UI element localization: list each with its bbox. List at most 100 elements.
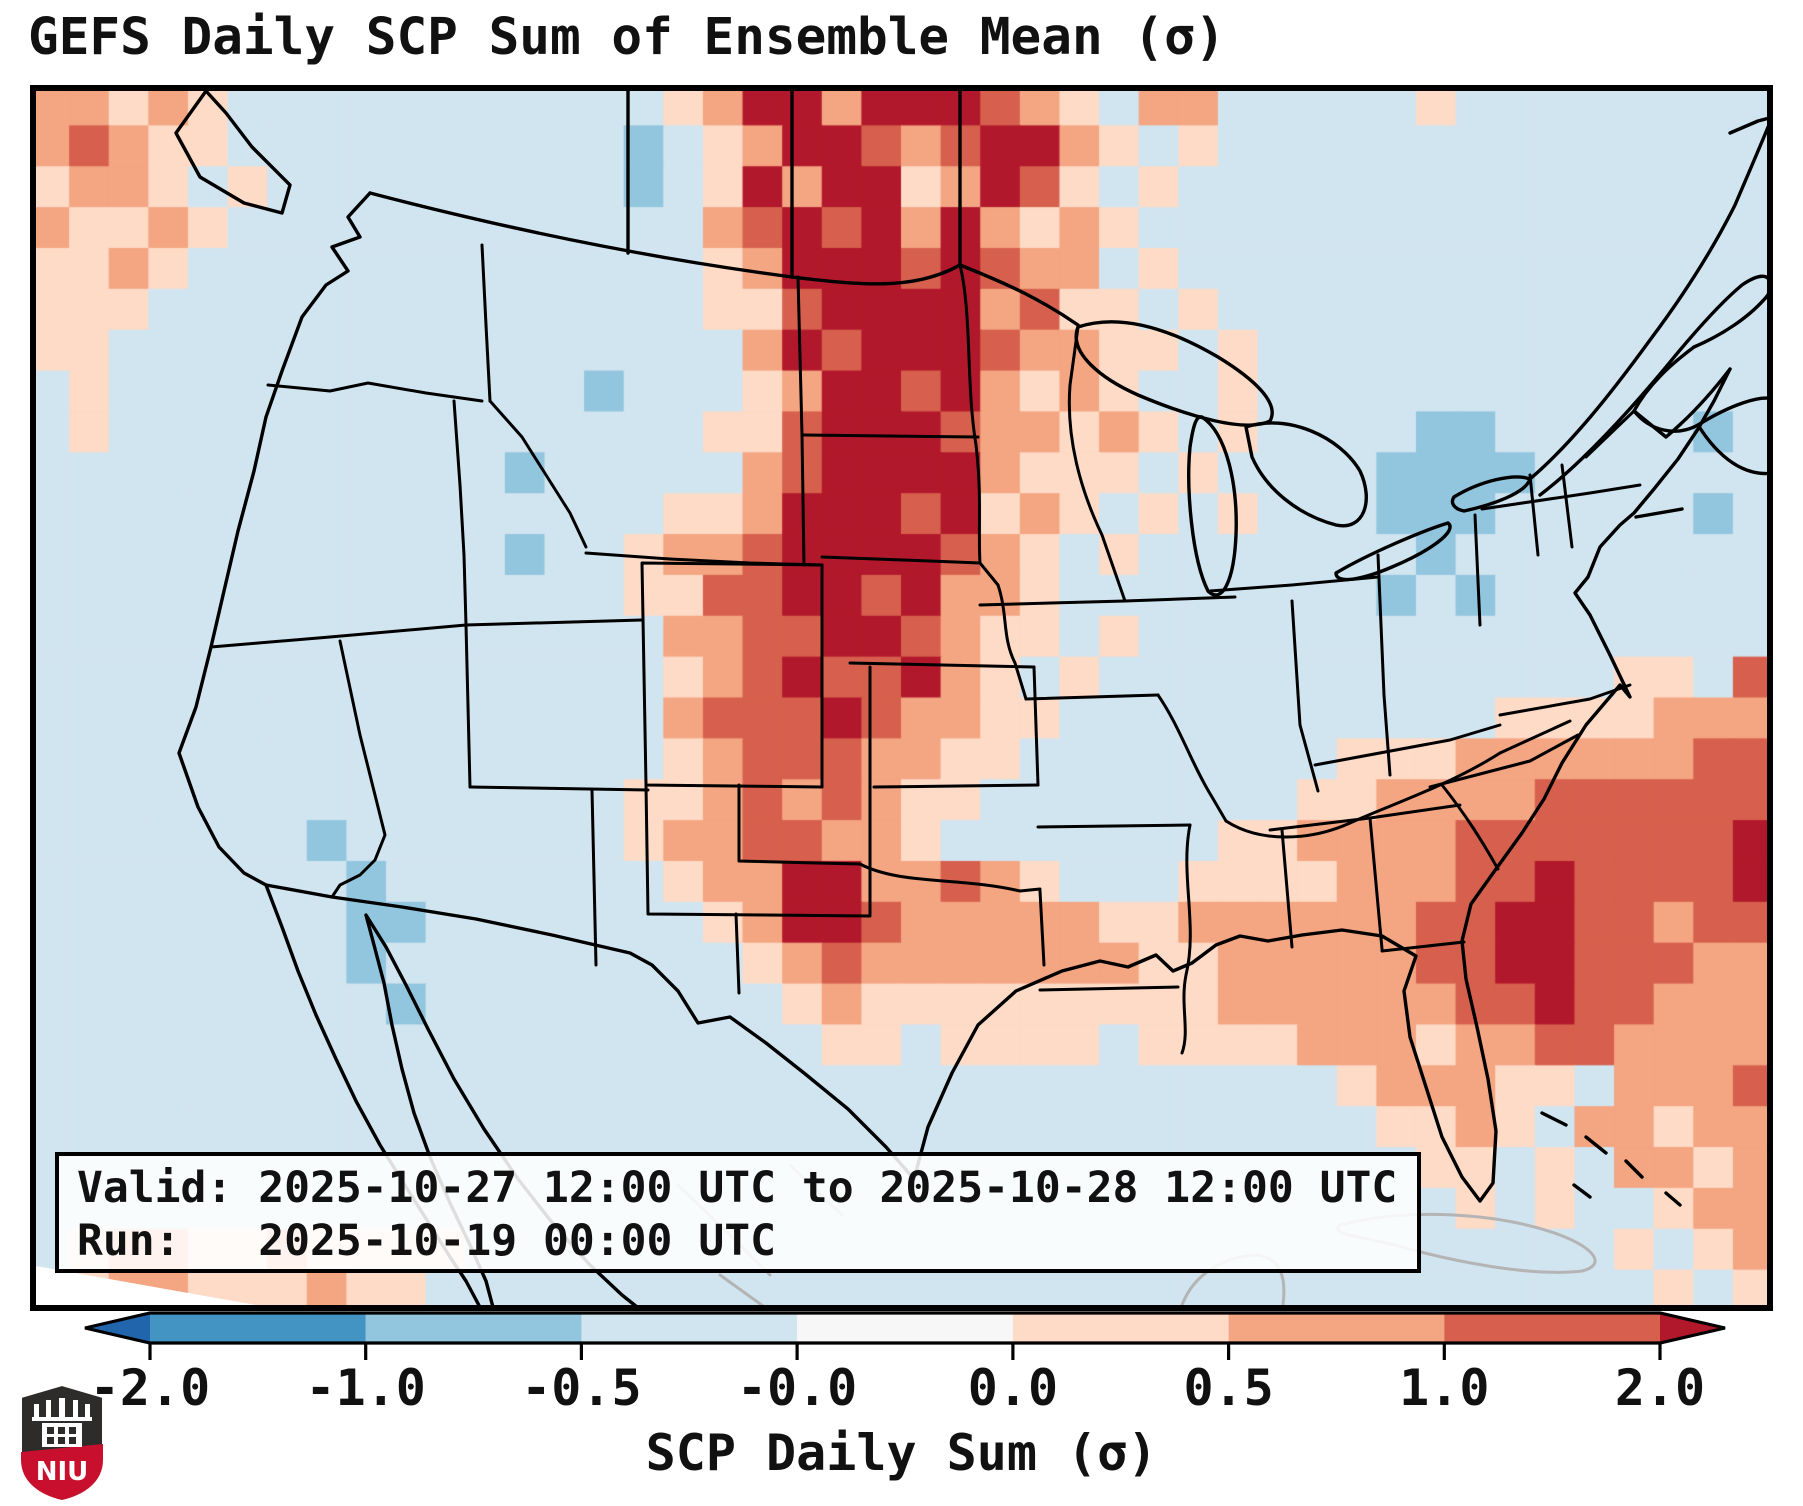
state-line-oh-pa [1473, 513, 1482, 627]
state-line-ms-al [1280, 828, 1294, 949]
state-line-id-panhandle [480, 243, 492, 403]
colorbar: -2.0 -1.0 -0.5 -0.0 0.0 0.5 1.0 2.0 [84, 1311, 1726, 1417]
colorbar-segment [1444, 1313, 1661, 1343]
lake-ontario [1450, 475, 1532, 513]
state-line-il-mo-river [1156, 693, 1228, 823]
vancouver-island [174, 89, 292, 215]
forecast-map [30, 85, 1773, 1311]
colorbar-segment [365, 1313, 582, 1343]
state-line-al-ga [1368, 816, 1384, 951]
colorbar-axis-label: SCP Daily Sum (σ) [645, 1424, 1158, 1482]
state-line-mn-ia [978, 599, 1127, 607]
state-line-vt-nh [1528, 463, 1574, 557]
state-line-ga-fl [1380, 940, 1466, 953]
st-lawrence-south-shore [1538, 274, 1772, 497]
state-line-nm-tx [734, 912, 741, 995]
bahamas-islands [1540, 1111, 1682, 1207]
state-line-ohio-river [1224, 751, 1502, 839]
tick-label: 0.5 [1183, 1359, 1273, 1417]
state-line-mi-s [1208, 575, 1380, 593]
lake-michigan [1187, 415, 1238, 597]
state-line-nc-sc [1428, 733, 1580, 789]
lake-erie [1334, 521, 1452, 582]
state-line-ky-va [1498, 719, 1572, 755]
anomaly-grid-canvas [30, 85, 1773, 1311]
state-line-or-id [452, 399, 468, 627]
state-line-ga-sc [1440, 783, 1500, 871]
state-line-wa-or [266, 381, 484, 403]
state-line-az-nm [590, 788, 598, 967]
state-line-tx-la [1038, 889, 1046, 967]
tick-label: -1.0 [305, 1359, 425, 1417]
state-line-ok-panhandle [737, 783, 1042, 893]
coastlines [174, 85, 1773, 1311]
pacific-coast [177, 191, 372, 887]
colorbar-segments [85, 1313, 1725, 1343]
forecast-info-box: Valid: 2025-10-27 12:00 UTC to 2025-10-2… [55, 1152, 1421, 1273]
state-line-ne-ks [848, 661, 1036, 669]
valid-time-text: Valid: 2025-10-27 12:00 UTC to 2025-10-2… [77, 1163, 1398, 1213]
colorbar-segment [150, 1313, 366, 1343]
state-borders [209, 243, 1642, 1055]
lake-huron [1244, 421, 1368, 528]
logo-text: NIU [36, 1457, 89, 1487]
lake-superior [1074, 320, 1274, 427]
colorbar-segment [581, 1313, 798, 1343]
state-line-id-mt [488, 399, 588, 549]
state-line-tn-s [1268, 803, 1462, 832]
state-line-ar-la [1038, 985, 1180, 992]
state-line-wi-il [1123, 595, 1237, 603]
colorbar-under-arrow [85, 1313, 150, 1343]
tick-label: 1.0 [1399, 1359, 1489, 1417]
state-line-ia-mo [1024, 693, 1160, 701]
colorbar-segment [1012, 1313, 1229, 1343]
st-lawrence-north-shore [1528, 113, 1773, 481]
tick-label: 2.0 [1615, 1359, 1705, 1417]
colorbar-tick-labels: -2.0 -1.0 -0.5 -0.0 0.0 0.5 1.0 2.0 [90, 1359, 1705, 1417]
state-line-il-in [1290, 599, 1320, 793]
tick-label: -2.0 [90, 1359, 210, 1417]
logo-shield-red-band [21, 1444, 103, 1500]
us-canada-border [368, 191, 962, 286]
tick-label: -0.0 [737, 1359, 857, 1417]
state-line-ks-ok [872, 783, 1040, 789]
us-mexico-border [264, 883, 916, 1181]
colorbar-over-arrow [1660, 1313, 1725, 1343]
niu-logo: NIU [20, 1384, 104, 1502]
colorbar-segment [797, 1313, 1013, 1343]
state-line-pa-ny [1480, 483, 1642, 511]
colorbar-segment [1228, 1313, 1445, 1343]
state-line-42n [209, 618, 644, 649]
gulf-atlantic-coast [912, 367, 1732, 1203]
state-line-mn-w [958, 263, 982, 565]
state-line-wy-box [640, 561, 824, 789]
state-line-ut-az [468, 785, 650, 792]
state-line-ms-river [1180, 823, 1192, 1055]
state-line-mo-ks [1032, 665, 1040, 787]
maine-coast [1632, 367, 1732, 439]
state-line-va-nc [1498, 683, 1632, 717]
tick-label: 0.0 [968, 1359, 1058, 1417]
run-time-text: Run: 2025-10-19 00:00 UTC [77, 1216, 776, 1266]
geography-overlay [30, 85, 1773, 1311]
state-line-ca-nv [330, 639, 387, 899]
state-line-mt-nd-sd [796, 275, 806, 567]
state-line-mo-ar [1036, 823, 1192, 829]
state-line-nd-sd [802, 433, 980, 439]
state-line-ut-nv [464, 623, 472, 789]
colorbar-ticks [148, 1343, 1662, 1360]
state-line-co-box [644, 783, 872, 918]
state-line-in-oh [1376, 553, 1392, 777]
logo-castle-windows [47, 1427, 76, 1444]
border-north-of-superior [958, 263, 1080, 327]
state-line-ia-ne-river [996, 583, 1028, 701]
nova-scotia [1696, 396, 1773, 476]
state-line-ky-tn [1313, 723, 1502, 767]
state-line-sd-ne [820, 555, 1000, 587]
projection-edge-wedge [30, 1265, 290, 1311]
long-island [1634, 507, 1684, 519]
figure-title: GEFS Daily SCP Sum of Ensemble Mean (σ) [28, 8, 1226, 67]
state-line-mn-wi [1067, 325, 1127, 603]
tick-label: -0.5 [521, 1359, 641, 1417]
